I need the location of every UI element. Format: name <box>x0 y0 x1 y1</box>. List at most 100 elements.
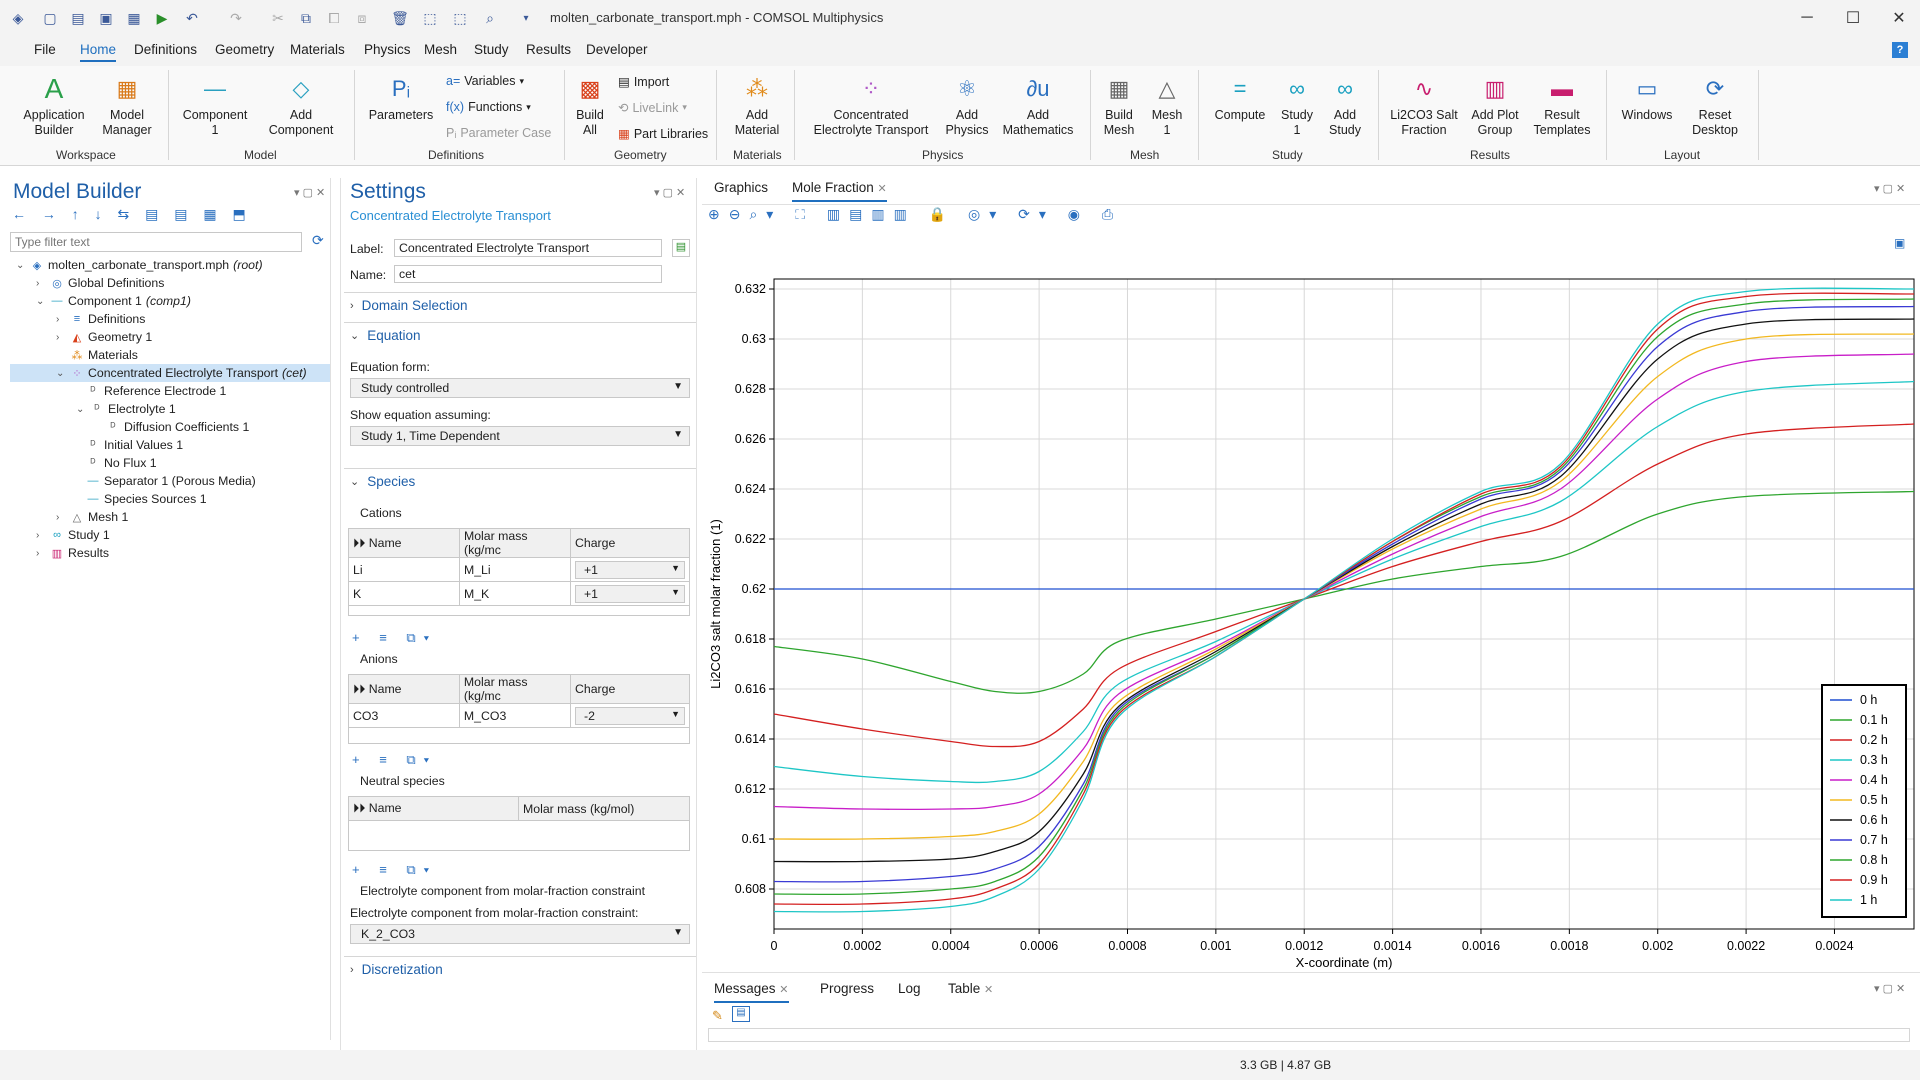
section-discretization[interactable]: › Discretization <box>350 962 443 977</box>
label-field[interactable]: Concentrated Electrolyte Transport <box>394 239 662 257</box>
li2co3-plot-button[interactable]: ∿ Li2CO3 Salt Fraction <box>1386 70 1462 138</box>
tab-mole-fraction[interactable]: Mole Fraction ✕ <box>792 180 887 202</box>
anions-toolbar[interactable]: + ≡ ⧉▾ <box>352 752 438 767</box>
tree-initial-values[interactable]: ᴰ Initial Values 1 <box>86 436 184 454</box>
menu-mesh[interactable]: Mesh <box>424 42 458 57</box>
maximize-button[interactable]: ☐ <box>1845 10 1861 27</box>
electrolyte-component-select[interactable]: K_2_CO3 ▼ <box>350 924 690 944</box>
section-species[interactable]: ⌄ Species <box>350 474 416 489</box>
menu-materials[interactable]: Materials <box>290 42 345 57</box>
neutral-toolbar[interactable]: + ≡ ⧉▾ <box>352 862 438 877</box>
close-tab-icon[interactable]: ✕ <box>877 183 887 195</box>
part-libraries-button[interactable]: ▦ Part Libraries <box>618 126 709 142</box>
save-icon[interactable]: ▣ <box>99 9 113 26</box>
add-study-button[interactable]: ∞ Add Study <box>1324 70 1366 138</box>
plot-settings-icon[interactable]: ▣ <box>1894 236 1906 250</box>
section-equation[interactable]: ⌄ Equation <box>350 328 421 343</box>
tab-table[interactable]: Table ✕ <box>948 981 994 996</box>
close-button[interactable]: ✕ <box>1892 10 1906 27</box>
clear-messages-icon[interactable]: ✎ <box>712 1008 723 1023</box>
tree-species-sources[interactable]: — Species Sources 1 <box>87 492 207 506</box>
menu-file[interactable]: File <box>34 42 56 57</box>
windows-button[interactable]: ▭ Windows <box>1616 70 1678 123</box>
tree-separator[interactable]: — Separator 1 (Porous Media) <box>87 474 256 488</box>
build-mesh-button[interactable]: ▦ Build Mesh <box>1098 70 1140 138</box>
duplicate-icon[interactable]: ⧈ <box>357 9 367 26</box>
tree-reference-electrode[interactable]: ᴰ Reference Electrode 1 <box>86 382 227 400</box>
paste-icon[interactable]: ⧠ <box>328 9 340 26</box>
application-builder-button[interactable]: A Application Builder <box>18 70 90 138</box>
graphics-panel-controls[interactable]: ▾ ▢ ✕ <box>1874 183 1906 195</box>
livelink-button[interactable]: ⟲ LiveLink ▾ <box>618 100 687 116</box>
study1-button[interactable]: ∞ Study 1 <box>1276 70 1318 138</box>
menu-study[interactable]: Study <box>474 42 509 57</box>
copy-icon[interactable]: ⧉ <box>301 9 311 26</box>
deselect-icon[interactable]: ⬚ <box>453 9 467 26</box>
import-button[interactable]: ▤ Import <box>618 74 670 90</box>
tree-mesh[interactable]: › △ Mesh 1 <box>56 510 129 524</box>
charge-select[interactable]: +1 ▼ <box>575 560 685 579</box>
settings-panel-controls[interactable]: ▾ ▢ ✕ <box>654 187 686 199</box>
menu-definitions[interactable]: Definitions <box>134 42 198 57</box>
result-templates-button[interactable]: ▬ Result Templates <box>1528 70 1596 138</box>
messages-panel-controls[interactable]: ▾ ▢ ✕ <box>1874 983 1906 995</box>
menu-developer[interactable]: Developer <box>586 42 648 57</box>
label-reset-icon[interactable]: ▤ <box>672 239 690 257</box>
tree-results[interactable]: › ▥ Results <box>36 546 110 560</box>
show-equation-select[interactable]: Study 1, Time Dependent ▼ <box>350 426 690 446</box>
model-manager-button[interactable]: ▦ Model Manager <box>96 70 158 138</box>
new-file-icon[interactable]: ▢ <box>43 9 57 26</box>
add-physics-button[interactable]: ⚛ Add Physics <box>940 70 994 138</box>
tree-filter-input[interactable] <box>10 232 302 252</box>
redo-icon[interactable]: ↷ <box>230 9 242 26</box>
table-row[interactable]: K M_K +1 ▼ <box>348 581 690 606</box>
close-tab-icon[interactable]: ✕ <box>779 984 789 996</box>
select-icon[interactable]: ⬚ <box>423 9 437 26</box>
menu-geometry[interactable]: Geometry <box>215 42 275 57</box>
name-field[interactable]: cet <box>394 265 662 283</box>
model-builder-toolbar[interactable]: ← → ↑ ↓ ⇆ ▤ ▤ ▦ ⬒ <box>12 206 252 222</box>
menu-home[interactable]: Home <box>80 42 117 62</box>
component-button[interactable]: — Component 1 <box>178 70 252 138</box>
save-as-icon[interactable]: ▦ <box>127 9 141 26</box>
help-button[interactable]: ? <box>1892 42 1908 58</box>
variables-button[interactable]: a= Variables ▾ <box>446 74 524 88</box>
cut-icon[interactable]: ✂ <box>272 9 284 26</box>
menu-physics[interactable]: Physics <box>364 42 411 57</box>
tree-electrolyte[interactable]: ⌄ ᴰ Electrolyte 1 <box>76 402 176 416</box>
table-row[interactable]: CO3 M_CO3 -2 ▼ <box>348 703 690 728</box>
mesh1-button[interactable]: △ Mesh 1 <box>1146 70 1188 138</box>
model-builder-panel-controls[interactable]: ▾ ▢ ✕ <box>294 187 326 199</box>
build-all-button[interactable]: ▩ Build All <box>570 70 610 138</box>
tree-materials[interactable]: ⁂ Materials <box>71 348 138 362</box>
tree-root[interactable]: ⌄ ◈ molten_carbonate_transport.mph (root) <box>16 258 263 272</box>
minimize-button[interactable]: ─ <box>1801 9 1813 26</box>
undo-icon[interactable]: ↶ <box>186 9 198 26</box>
tab-graphics[interactable]: Graphics <box>714 180 769 195</box>
tree-component1[interactable]: ⌄ — Component 1 (comp1) <box>36 294 191 308</box>
zoom-icon[interactable]: ⌕ <box>486 9 494 26</box>
add-material-button[interactable]: ⁂ Add Material <box>728 70 786 138</box>
parameter-case-button[interactable]: Pᵢ Parameter Case <box>446 126 552 140</box>
section-domain-selection[interactable]: › Domain Selection <box>350 298 468 313</box>
tab-log[interactable]: Log <box>898 981 921 996</box>
tree-definitions[interactable]: › ≡ Definitions <box>56 312 146 326</box>
run-icon[interactable]: ▶ <box>156 9 168 26</box>
menu-results[interactable]: Results <box>526 42 572 57</box>
tree-study[interactable]: › ∞ Study 1 <box>36 528 110 542</box>
add-mathematics-button[interactable]: ∂u Add Mathematics <box>1000 70 1076 138</box>
tree-geometry[interactable]: › ◭ Geometry 1 <box>56 330 153 344</box>
cations-toolbar[interactable]: + ≡ ⧉▾ <box>352 630 438 645</box>
customize-qa-icon[interactable]: ▾ <box>523 12 529 24</box>
close-tab-icon[interactable]: ✕ <box>984 984 994 996</box>
refresh-icon[interactable]: ⟳ <box>312 232 324 248</box>
compute-button[interactable]: = Compute <box>1208 70 1272 123</box>
tree-cet[interactable]: ⌄ ⁘ Concentrated Electrolyte Transport (cet… <box>10 364 330 382</box>
functions-button[interactable]: f(x) Functions ▾ <box>446 100 531 114</box>
charge-select[interactable]: -2 ▼ <box>575 706 685 725</box>
tab-progress[interactable]: Progress <box>820 981 875 996</box>
tree-global-definitions[interactable]: › ◎ Global Definitions <box>36 276 165 290</box>
tab-messages[interactable]: Messages ✕ <box>714 981 789 1003</box>
charge-select[interactable]: +1 ▼ <box>575 584 685 603</box>
parameters-button[interactable]: Pᵢ Parameters <box>368 70 434 123</box>
